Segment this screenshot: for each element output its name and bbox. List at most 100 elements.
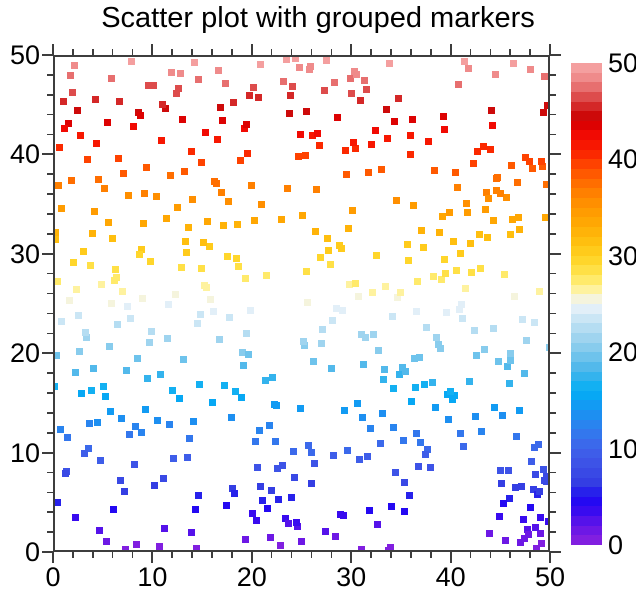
scatter-marker — [165, 421, 173, 429]
scatter-marker — [284, 184, 292, 192]
scatter-marker — [225, 197, 233, 205]
scatter-marker — [222, 80, 230, 88]
scatter-marker — [100, 383, 108, 391]
scatter-marker — [393, 196, 401, 204]
scatter-marker — [431, 166, 439, 174]
scatter-marker — [412, 384, 420, 392]
scatter-marker — [407, 150, 415, 158]
scatter-marker — [206, 296, 214, 304]
scatter-marker — [440, 113, 448, 121]
scatter-marker — [126, 431, 134, 439]
colorbar-cell — [571, 352, 602, 362]
scatter-marker — [461, 58, 469, 66]
scatter-marker — [543, 102, 550, 110]
scatter-marker — [454, 183, 462, 191]
scatter-marker — [352, 71, 360, 79]
scatter-marker — [467, 269, 475, 277]
scatter-marker — [114, 320, 122, 328]
scatter-marker — [249, 509, 257, 517]
scatter-marker — [226, 313, 234, 321]
colorbar-tick-label: 30 — [608, 240, 636, 271]
scatter-marker — [308, 132, 316, 139]
minor-tick-bottom — [330, 552, 333, 558]
scatter-marker — [535, 487, 543, 495]
scatter-marker — [484, 194, 492, 202]
scatter-marker — [297, 131, 304, 139]
x-tick-label: 0 — [45, 562, 61, 592]
scatter-marker — [132, 540, 140, 548]
scatter-marker — [161, 105, 169, 113]
scatter-marker — [61, 125, 69, 133]
minor-tick-top — [390, 49, 392, 55]
scatter-marker — [244, 149, 252, 157]
scatter-marker — [476, 265, 484, 273]
scatter-marker — [396, 370, 404, 378]
x-tick-label: 40 — [435, 562, 466, 592]
scatter-marker — [123, 366, 131, 374]
major-tick-right — [550, 153, 561, 156]
minor-tick-bottom — [529, 552, 531, 558]
scatter-marker — [348, 206, 356, 214]
scatter-marker — [298, 211, 306, 219]
scatter-marker — [182, 249, 190, 257]
scatter-marker — [492, 186, 500, 194]
scatter-marker — [437, 344, 445, 352]
scatter-marker — [240, 361, 248, 369]
scatter-marker — [121, 487, 129, 495]
scatter-marker — [506, 231, 514, 239]
major-tick-left — [42, 451, 53, 454]
colorbar-cell — [571, 236, 602, 247]
scatter-marker — [530, 444, 538, 452]
scatter-marker — [194, 491, 202, 499]
colorbar-tick-label: 40 — [608, 144, 636, 175]
scatter-marker — [68, 176, 76, 184]
scatter-marker — [158, 101, 166, 109]
minor-tick-bottom — [131, 552, 134, 558]
scatter-marker — [197, 265, 205, 273]
colorbar-cell — [571, 361, 602, 372]
scatter-marker — [162, 214, 170, 222]
scatter-marker — [505, 494, 513, 502]
minor-tick-bottom — [211, 552, 213, 558]
scatter-marker — [69, 89, 77, 97]
scatter-marker — [53, 351, 61, 359]
scatter-marker — [157, 136, 165, 144]
scatter-marker — [445, 416, 453, 424]
scatter-marker — [180, 167, 188, 175]
scatter-marker — [219, 117, 227, 125]
scatter-marker — [470, 326, 478, 334]
colorbar-cell — [571, 91, 602, 102]
scatter-marker — [247, 306, 255, 314]
scatter-marker — [192, 544, 200, 552]
scatter-marker — [120, 169, 128, 177]
scatter-marker — [292, 55, 300, 63]
scatter-marker — [387, 543, 395, 551]
minor-tick-left — [47, 412, 53, 414]
scatter-marker — [269, 373, 277, 381]
y-tick-label: 0 — [24, 537, 40, 567]
scatter-marker — [383, 106, 391, 114]
scatter-marker — [531, 470, 539, 478]
scatter-marker — [130, 123, 137, 131]
scatter-marker — [140, 189, 148, 197]
minor-tick-left — [47, 431, 53, 434]
scatter-marker — [275, 495, 283, 503]
scatter-marker — [534, 441, 542, 449]
colorbar-cell — [571, 458, 602, 468]
scatter-marker — [316, 254, 324, 262]
scatter-marker — [232, 388, 240, 396]
scatter-marker — [172, 90, 180, 98]
scatter-marker — [466, 240, 474, 248]
scatter-marker — [127, 314, 135, 322]
colorbar-cell — [571, 284, 602, 295]
minor-tick-left — [47, 133, 53, 136]
major-tick-left — [42, 252, 53, 255]
scatter-marker — [146, 258, 154, 266]
scatter-marker — [58, 317, 66, 325]
minor-tick-bottom — [410, 552, 412, 558]
scatter-marker — [147, 327, 155, 335]
scatter-marker — [520, 534, 528, 542]
colorbar-cell — [571, 313, 602, 324]
minor-tick-right — [550, 392, 556, 394]
